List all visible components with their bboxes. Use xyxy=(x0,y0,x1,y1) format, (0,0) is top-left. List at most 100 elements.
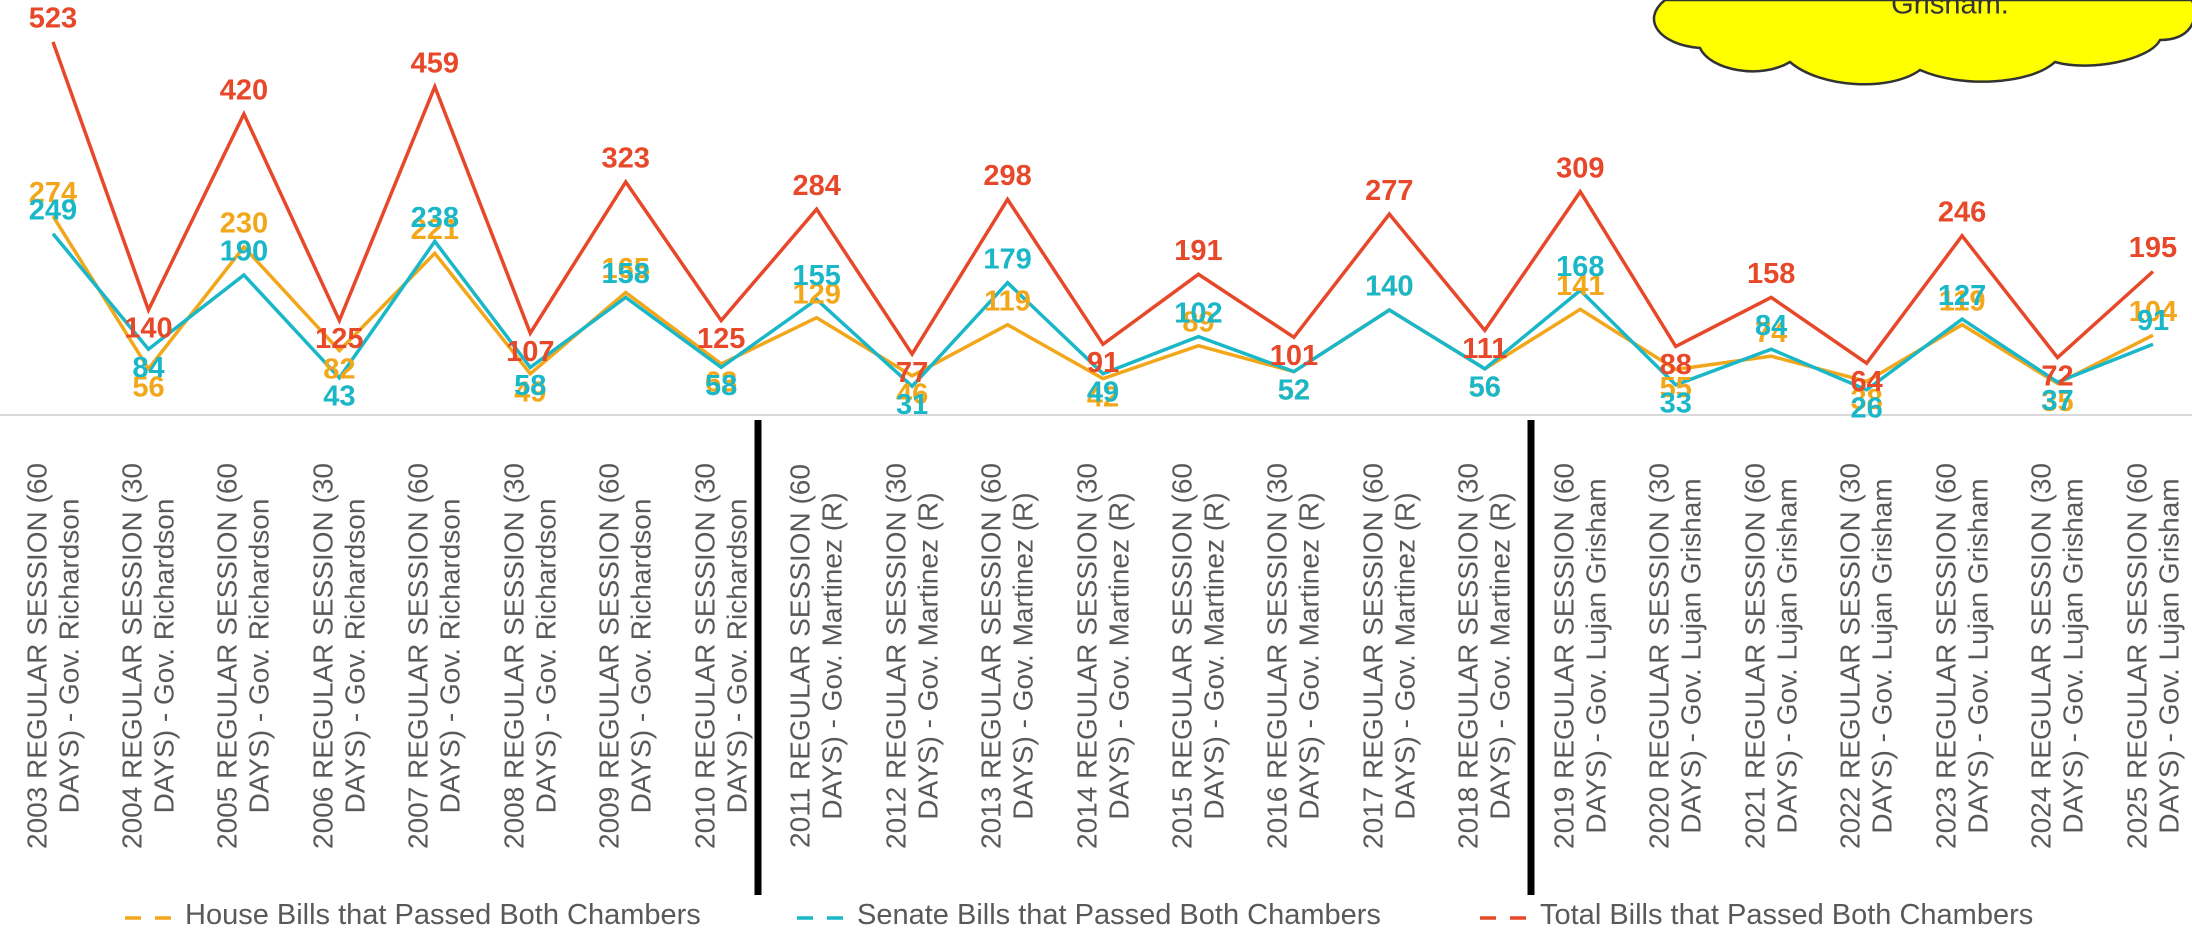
data-label: 129 xyxy=(792,278,840,310)
x-tick-label: 2019 REGULAR SESSION (60 DAYS) - Gov. Lu… xyxy=(1548,463,1612,849)
data-label: 84 xyxy=(1755,310,1787,342)
x-tick-label: 2016 REGULAR SESSION (30 DAYS) - Gov. Ma… xyxy=(1261,463,1325,849)
data-label: 91 xyxy=(2137,305,2169,337)
data-label: 91 xyxy=(1087,347,1119,379)
x-tick-label: 2022 REGULAR SESSION (30 DAYS) - Gov. Lu… xyxy=(1834,463,1898,849)
data-label: 140 xyxy=(124,313,172,345)
data-label: 26 xyxy=(1851,392,1883,424)
data-label: 82 xyxy=(323,353,355,385)
data-label: 101 xyxy=(1270,340,1318,372)
x-tick-label: 2024 REGULAR SESSION (30 DAYS) - Gov. Lu… xyxy=(2025,463,2089,849)
data-label: 55 xyxy=(1660,372,1692,404)
data-label: 107 xyxy=(506,336,554,368)
data-label: 168 xyxy=(1556,251,1604,283)
x-tick-label: 2008 REGULAR SESSION (30 DAYS) - Gov. Ri… xyxy=(498,463,562,849)
x-tick-label: 2018 REGULAR SESSION (30 DAYS) - Gov. Ma… xyxy=(1452,463,1516,849)
data-label: 238 xyxy=(411,202,459,234)
series-line xyxy=(51,232,2154,392)
data-label: 77 xyxy=(896,357,928,389)
x-tick-label: 2004 REGULAR SESSION (30 DAYS) - Gov. Ri… xyxy=(116,463,180,849)
callout: Grisham. xyxy=(1652,0,2192,86)
x-tick-label: 2010 REGULAR SESSION (30 DAYS) - Gov. Ri… xyxy=(689,463,753,849)
data-label: 46 xyxy=(896,378,928,410)
x-tick-label: 2015 REGULAR SESSION (60 DAYS) - Gov. Ma… xyxy=(1166,463,1230,849)
data-label: 125 xyxy=(697,323,745,355)
data-label: 298 xyxy=(983,160,1031,192)
data-label: 125 xyxy=(315,323,363,355)
data-label: 119 xyxy=(984,285,1031,317)
data-label: 37 xyxy=(2041,385,2073,417)
x-tick-label: 2006 REGULAR SESSION (30 DAYS) - Gov. Ri… xyxy=(307,463,371,849)
data-label: 158 xyxy=(1747,258,1795,290)
data-label: 158 xyxy=(602,258,650,290)
data-label: 42 xyxy=(1087,381,1119,413)
data-label: 141 xyxy=(1556,270,1604,302)
callout-text: Grisham. xyxy=(1891,0,2009,21)
data-label: 246 xyxy=(1938,196,1986,228)
data-label: 88 xyxy=(1660,349,1692,381)
data-label: 309 xyxy=(1556,152,1604,184)
x-tick-label: 2025 REGULAR SESSION (60 DAYS) - Gov. Lu… xyxy=(2121,463,2184,849)
data-label: 56 xyxy=(1469,371,1501,403)
legend-label: Senate Bills that Passed Both Chambers xyxy=(857,899,1381,931)
data-label: 195 xyxy=(2129,232,2177,264)
data-label: 274 xyxy=(29,177,77,209)
data-label: 38 xyxy=(1851,384,1883,416)
data-label: 49 xyxy=(1087,376,1119,408)
data-label: 63 xyxy=(705,367,737,399)
data-label: 179 xyxy=(983,243,1031,275)
x-tick-label: 2023 REGULAR SESSION (60 DAYS) - Gov. Lu… xyxy=(1930,463,1994,849)
data-label: 140 xyxy=(1365,271,1413,303)
data-label: 284 xyxy=(792,170,840,202)
x-tick-label: 2003 REGULAR SESSION (60 DAYS) - Gov. Ri… xyxy=(21,463,84,849)
data-label: 127 xyxy=(1938,280,1986,312)
data-label: 58 xyxy=(705,370,737,402)
data-label: 420 xyxy=(220,75,268,107)
data-label: 230 xyxy=(220,208,268,240)
x-tick-label: 2007 REGULAR SESSION (60 DAYS) - Gov. Ri… xyxy=(402,463,466,849)
data-label: 72 xyxy=(2041,360,2073,392)
data-label: 56 xyxy=(132,371,164,403)
data-label: 140 xyxy=(1365,271,1413,303)
data-label: 523 xyxy=(29,3,77,35)
data-label: 119 xyxy=(1939,285,1986,317)
x-tick-label: 2005 REGULAR SESSION (60 DAYS) - Gov. Ri… xyxy=(211,463,275,849)
data-label: 56 xyxy=(1469,371,1501,403)
data-label: 277 xyxy=(1365,175,1413,207)
data-label: 104 xyxy=(2129,296,2177,328)
data-label: 459 xyxy=(411,47,459,79)
x-tick-label: 2020 REGULAR SESSION (30 DAYS) - Gov. Lu… xyxy=(1643,463,1707,849)
x-tick-label: 2009 REGULAR SESSION (60 DAYS) - Gov. Ri… xyxy=(593,463,657,849)
x-tick-label: 2012 REGULAR SESSION (30 DAYS) - Gov. Ma… xyxy=(880,463,944,849)
data-label: 221 xyxy=(411,214,459,246)
data-label: 111 xyxy=(1462,333,1507,365)
data-label: 84 xyxy=(132,352,164,384)
data-label: 323 xyxy=(602,143,650,175)
data-label: 43 xyxy=(323,381,355,413)
legend-label: House Bills that Passed Both Chambers xyxy=(185,899,701,931)
data-label: 58 xyxy=(514,370,546,402)
legend-label: Total Bills that Passed Both Chambers xyxy=(1540,899,2034,931)
data-label: 49 xyxy=(514,376,546,408)
x-tick-label: 2013 REGULAR SESSION (60 DAYS) - Gov. Ma… xyxy=(975,463,1039,849)
data-label: 249 xyxy=(29,194,77,226)
data-label: 31 xyxy=(896,389,928,421)
x-tick-label: 2011 REGULAR SESSION (60 DAYS) - Gov. Ma… xyxy=(784,464,848,848)
data-label: 102 xyxy=(1174,297,1222,329)
data-label: 190 xyxy=(220,236,268,268)
data-label: 35 xyxy=(2041,386,2073,418)
series-line xyxy=(51,41,2155,366)
data-label: 52 xyxy=(1278,374,1310,406)
x-tick-label: 2014 REGULAR SESSION (30 DAYS) - Gov. Ma… xyxy=(1071,463,1134,849)
data-label: 52 xyxy=(1278,374,1310,406)
data-label: 155 xyxy=(792,260,840,292)
data-label: 89 xyxy=(1182,306,1214,338)
data-label: 74 xyxy=(1755,317,1787,349)
data-label: 64 xyxy=(1851,366,1883,398)
data-label: 191 xyxy=(1174,235,1222,267)
data-label: 165 xyxy=(602,253,650,285)
x-tick-label: 2017 REGULAR SESSION (60 DAYS) - Gov. Ma… xyxy=(1357,463,1421,849)
data-label: 33 xyxy=(1660,388,1692,420)
